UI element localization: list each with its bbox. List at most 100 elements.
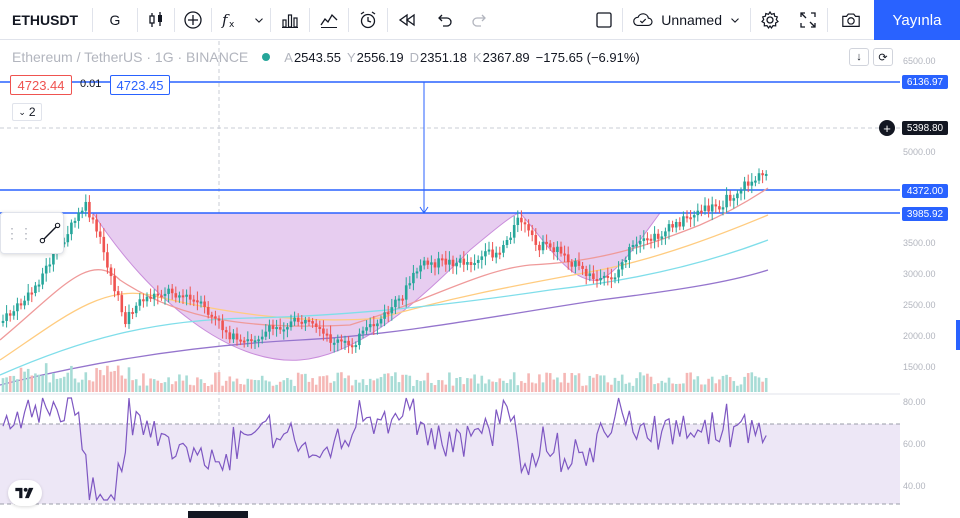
volume-bar <box>376 378 379 392</box>
trendline-icon[interactable] <box>37 219 63 247</box>
redo-icon[interactable] <box>462 0 498 40</box>
candle-body <box>329 334 332 343</box>
candle-body <box>372 324 376 327</box>
candle-body <box>671 224 674 228</box>
camera-icon[interactable] <box>828 0 874 40</box>
volume-bar <box>527 373 530 392</box>
volume-bar <box>268 381 271 392</box>
chevron-down-icon[interactable] <box>248 0 270 40</box>
volume-bar <box>116 365 120 392</box>
candle-body <box>264 331 268 337</box>
candle-body <box>646 238 649 241</box>
time-axis-marker <box>188 511 248 518</box>
volume-bar <box>142 373 145 392</box>
candle-body <box>156 293 160 296</box>
drag-handle-icon[interactable]: ⋮⋮ <box>5 224 33 241</box>
add-alert-icon[interactable]: + <box>879 120 895 136</box>
volume-bar <box>581 385 584 392</box>
candle-body <box>433 262 437 268</box>
candle-body <box>134 305 138 314</box>
candle-body <box>491 249 494 258</box>
svg-text:x: x <box>229 20 235 30</box>
volume-bar <box>595 374 599 392</box>
fullscreen-icon[interactable] <box>789 0 827 40</box>
drawing-toolbar[interactable]: ⋮⋮ <box>0 212 64 254</box>
plus-circle-icon[interactable] <box>175 0 211 40</box>
volume-bar <box>152 379 156 392</box>
refresh-icon[interactable]: ⟳ <box>873 48 893 66</box>
candle-body <box>473 262 476 265</box>
volume-bar <box>674 383 678 392</box>
tradingview-logo[interactable] <box>8 480 42 506</box>
volume-bar <box>361 379 365 392</box>
candle-body <box>206 307 210 315</box>
axis-label: 3000.00 <box>903 269 936 279</box>
candle-body <box>80 210 84 213</box>
layout-menu-button[interactable]: Unnamed <box>623 0 750 40</box>
volume-bar <box>430 382 433 392</box>
alarm-icon[interactable] <box>349 0 387 40</box>
candle-body <box>541 241 545 251</box>
candle-body <box>275 327 278 330</box>
candle-body <box>88 201 91 218</box>
volume-bar <box>296 372 300 392</box>
volume-bar <box>41 375 44 392</box>
candle-body <box>588 273 592 276</box>
price-axis[interactable] <box>900 41 960 518</box>
axis-label: 80.00 <box>903 397 926 407</box>
candle-body <box>577 261 581 266</box>
candle-body <box>340 339 343 342</box>
volume-bar <box>37 374 41 392</box>
candle-body <box>404 285 408 300</box>
divider <box>827 7 828 32</box>
volume-bar <box>16 379 19 392</box>
close-key: K <box>473 49 482 65</box>
scroll-indicator[interactable] <box>956 320 960 350</box>
candle-body <box>224 330 228 333</box>
volume-bar <box>235 378 239 392</box>
volume-bar <box>1 378 5 392</box>
fullscreen-square-icon[interactable] <box>586 0 622 40</box>
bars-icon[interactable] <box>271 0 309 40</box>
divider <box>174 7 175 32</box>
volume-bar <box>347 375 350 392</box>
replay-icon[interactable] <box>388 0 426 40</box>
candle-body <box>163 293 167 296</box>
compare-icon[interactable] <box>310 0 348 40</box>
volume-bar <box>23 371 26 392</box>
candle-body <box>16 303 19 312</box>
candle-body <box>692 215 696 218</box>
candle-body <box>620 262 624 270</box>
candle-body <box>696 210 700 216</box>
volume-bar <box>613 377 617 392</box>
volume-bar <box>725 374 728 392</box>
candle-body <box>48 264 52 267</box>
sell-price-button[interactable]: 4723.44 <box>10 75 72 95</box>
volume-bar <box>494 382 498 392</box>
volume-bar <box>149 378 152 392</box>
candle-body <box>77 212 80 221</box>
axis-label: 6500.00 <box>903 56 936 66</box>
interval-button[interactable]: G <box>109 11 121 28</box>
settings-icon[interactable] <box>751 0 789 40</box>
indicators-toggle[interactable]: ⌄ 2 <box>12 103 42 121</box>
candle-body <box>336 339 340 343</box>
volume-bar <box>610 384 613 392</box>
candle-body <box>415 271 419 274</box>
volume-bar <box>354 379 358 392</box>
candles-icon[interactable] <box>138 0 174 40</box>
price-tag-low: 3985.92 <box>902 207 948 221</box>
symbol-search-button[interactable]: ETHUSDT <box>12 11 79 28</box>
volume-bar <box>336 372 340 392</box>
undo-icon[interactable] <box>426 0 462 40</box>
publish-button[interactable]: Yayınla <box>874 0 960 40</box>
arrow-down-icon[interactable]: ↓ <box>849 48 869 66</box>
volume-bar <box>696 376 700 392</box>
buy-price-button[interactable]: 4723.45 <box>110 75 170 95</box>
candle-body <box>494 252 498 258</box>
candle-body <box>170 288 174 294</box>
price-chart[interactable] <box>0 41 900 518</box>
volume-bar <box>476 383 480 392</box>
